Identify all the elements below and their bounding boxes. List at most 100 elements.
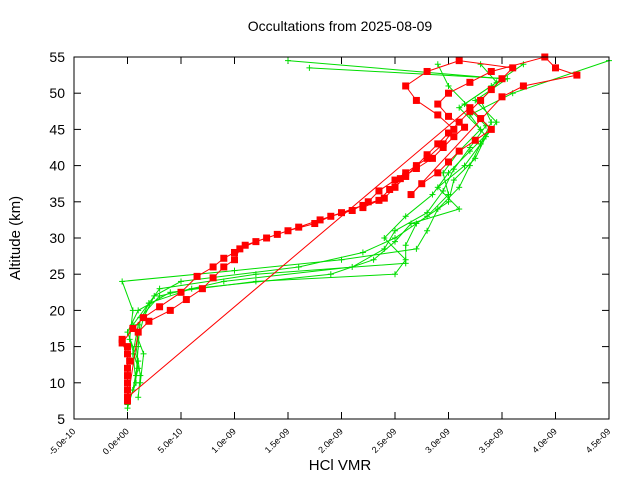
occultation-profile-line — [135, 63, 524, 398]
y-tick-label: 5 — [57, 411, 65, 427]
occultation-point — [450, 177, 457, 184]
y-tick-label: 50 — [49, 85, 65, 101]
occultation-point — [124, 329, 131, 336]
mean-point — [450, 125, 458, 133]
occultation-point — [456, 184, 463, 191]
mean-point — [241, 241, 249, 249]
mean-point — [124, 364, 131, 372]
occultation-point — [145, 300, 152, 307]
mean-point — [509, 64, 517, 72]
occultation-point — [381, 235, 388, 241]
mean-point — [193, 272, 201, 280]
occultation-point — [488, 119, 495, 126]
mean-point — [445, 158, 452, 166]
occultation-point — [156, 292, 163, 299]
mean-point — [375, 196, 383, 204]
mean-point — [455, 147, 463, 155]
occultation-point — [424, 209, 431, 216]
mean-point — [445, 89, 452, 97]
occultation-point — [402, 213, 409, 220]
plot-frame — [73, 56, 610, 420]
occultation-point — [359, 249, 366, 256]
occultation-point — [135, 307, 142, 314]
mean-point — [263, 234, 271, 242]
mean-point — [439, 144, 447, 151]
occultation-point — [167, 289, 174, 296]
occultation-point — [445, 169, 452, 176]
occultation-point — [445, 82, 452, 89]
mean-point — [391, 176, 399, 184]
occultation-point — [461, 162, 468, 169]
mean-point — [386, 185, 394, 193]
mean-point — [407, 191, 415, 199]
mean-point — [471, 136, 479, 144]
mean-point — [439, 140, 447, 148]
mean-point — [487, 125, 495, 133]
occultation-profile-line — [127, 60, 610, 405]
mean-point — [145, 317, 153, 325]
occultation-point — [327, 271, 334, 278]
x-axis-label: HCl VMR — [309, 457, 372, 474]
occultation-point — [156, 285, 163, 292]
occultation-point — [456, 104, 463, 111]
occultation-point — [429, 191, 436, 198]
mean-point — [519, 82, 527, 90]
mean-point — [311, 220, 319, 228]
mean-point — [402, 172, 410, 180]
occultation-point — [440, 187, 447, 194]
x-tick-label: 1.5e-09 — [263, 426, 292, 455]
occultation-point — [434, 61, 441, 68]
occultation-point — [392, 227, 398, 234]
chart-title: Occultations from 2025-08-09 — [248, 18, 433, 34]
mean-point — [118, 335, 126, 343]
mean-point — [166, 306, 174, 314]
mean-point — [177, 288, 185, 296]
y-tick-label: 25 — [49, 266, 65, 282]
mean-point — [124, 350, 131, 358]
occultation-profile-line — [121, 60, 504, 409]
occultation-point — [402, 242, 409, 249]
occultation-point — [285, 57, 291, 64]
mean-point — [455, 118, 463, 126]
mean-point — [466, 78, 474, 86]
x-tick-label: 3.5e-09 — [477, 426, 506, 455]
mean-point — [434, 111, 442, 119]
mean-point — [461, 123, 469, 131]
mean-point — [124, 393, 131, 401]
occultation-point — [392, 238, 398, 245]
mean-point — [273, 230, 281, 238]
mean-point — [134, 328, 142, 336]
y-tick-label: 35 — [49, 194, 65, 210]
mean-point — [284, 227, 292, 235]
occultation-point — [133, 372, 140, 379]
x-tick-label: -5.0e-10 — [47, 426, 78, 457]
occultation-point — [349, 263, 356, 270]
mean-point — [487, 86, 495, 94]
x-tick-label: 1.0e-09 — [209, 426, 238, 455]
mean-point — [124, 343, 131, 351]
occultation-point — [493, 119, 500, 126]
mean-point — [364, 198, 372, 206]
occultation-point — [445, 191, 452, 198]
mean-point — [209, 274, 217, 282]
mean-point — [418, 180, 426, 188]
mean-point — [140, 314, 148, 322]
mean-point — [423, 67, 431, 75]
occultation-point — [135, 394, 142, 401]
mean-point — [423, 151, 431, 159]
mean-point — [126, 357, 134, 365]
y-tick-label: 20 — [49, 302, 65, 318]
occultation-point — [137, 379, 144, 386]
mean-point — [231, 256, 238, 264]
occultation-point — [434, 184, 441, 191]
occultation-point — [456, 206, 463, 213]
occultation-point — [445, 198, 452, 205]
mean-point — [380, 194, 388, 202]
y-tick-label: 45 — [49, 121, 65, 137]
mean-point — [445, 112, 452, 120]
mean-point — [327, 212, 335, 220]
mean-point — [434, 169, 442, 177]
mean-point — [252, 238, 260, 246]
x-tick-label: 4.0e-09 — [530, 426, 559, 455]
mean-point — [434, 140, 442, 148]
